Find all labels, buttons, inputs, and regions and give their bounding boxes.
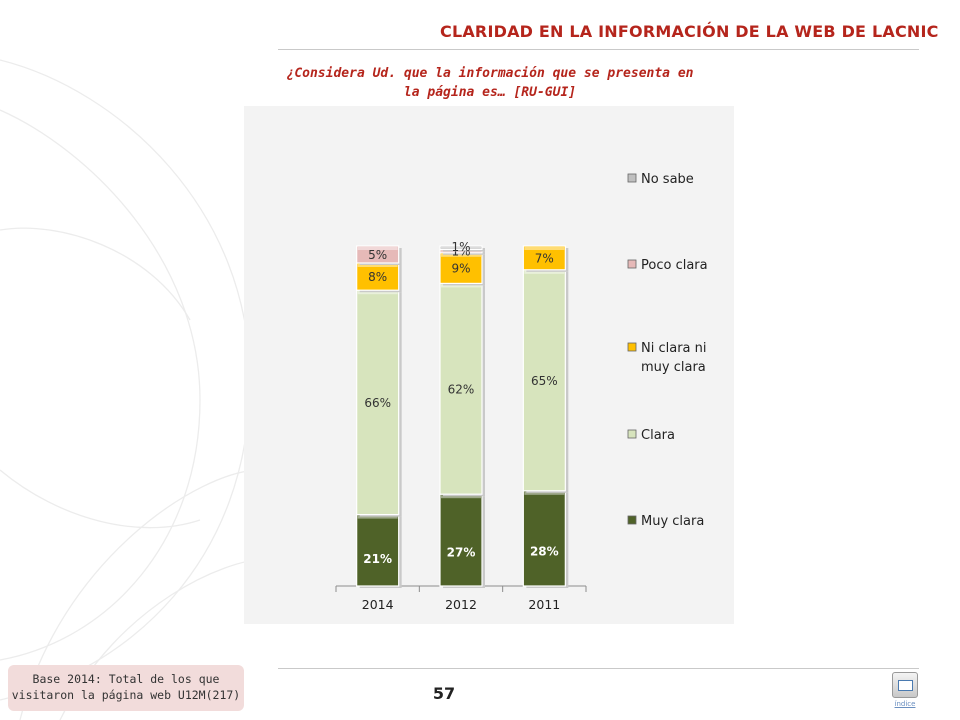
x-tick-label-2011: 2011 [528,597,560,612]
bar-segment-2014-clara [356,289,400,516]
base-note-line-2: visitaron la página web U12M(217) [11,688,241,702]
bar-highlight [524,247,565,250]
index-button[interactable]: índice [890,672,920,712]
page-number: 57 [432,684,456,703]
bar-highlight [441,247,481,249]
chart-area: 2014 21% 66% 8% 5% 2012 27% 62% 9% 1% 1% 2011 28% 65%… [244,106,734,624]
legend-swatch-ni-clara-ni-muy-clara [627,342,637,352]
bar-segment-2011-clara [522,269,566,492]
bar-highlight [441,253,481,257]
base-note: Base 2014: Total de los que visitaron la… [8,665,244,711]
data-label-2014-clara: 66% [364,396,391,410]
bar-segment-2012-no-sabe [439,245,483,250]
data-label-2012-clara: 62% [448,382,475,396]
data-label-2011-ni-clara-ni-muy-clara: 7% [535,251,554,265]
legend-swatch-no-sabe [627,173,637,183]
title-divider [278,49,919,50]
legend-label-poco-clara: Poco clara [641,258,708,273]
legend-label-ni-clara-ni-muy-clara-line-2: muy clara [641,360,706,375]
base-note-line-1: Base 2014: Total de los que [32,672,220,686]
bar-segment-2011-ni-clara-ni-muy-clara [522,245,566,271]
bar-segment-2011-muy-clara [522,490,566,587]
data-label-2012-muy-clara: 27% [447,546,476,560]
bar-segment-2012-ni-clara-ni-muy-clara [439,252,483,285]
legend-swatch-clara [627,429,637,439]
index-label: índice [894,700,916,708]
question-line-1: ¿Considera Ud. que la información que se… [286,66,694,81]
footer-divider [278,668,919,669]
data-label-2011-clara: 65% [531,374,558,388]
data-label-2012-ni-clara-ni-muy-clara: 9% [451,262,470,276]
legend-label-no-sabe: No sabe [641,172,694,187]
slide-title: CLARIDAD EN LA INFORMACIÓN DE LA WEB DE … [440,22,939,41]
data-label-2011-muy-clara: 28% [530,545,559,559]
x-tick-label-2012: 2012 [445,597,477,612]
legend-label-muy-clara: Muy clara [641,514,704,529]
stacked-bar-chart: 201421%66%8%5%201227%62%9%1%1%201128%65%… [335,172,708,612]
legend-swatch-poco-clara [627,259,637,269]
data-label-2014-ni-clara-ni-muy-clara: 8% [368,270,387,284]
bar-highlight [357,264,398,267]
index-icon [892,672,918,698]
data-label-2014-poco-clara: 5% [368,248,387,262]
bar-highlight [441,495,481,499]
legend-label-ni-clara-ni-muy-clara: Ni clara ni [641,341,707,356]
data-label-2012-no-sabe: 1% [451,240,470,254]
data-label-2014-muy-clara: 21% [363,552,392,566]
bar-highlight [357,291,398,295]
bar-highlight [441,284,481,288]
bar-segment-2012-muy-clara [439,493,483,587]
x-tick-label-2014: 2014 [362,597,394,612]
legend-label-clara: Clara [641,428,675,443]
bar-highlight [357,247,398,250]
bar-highlight [524,491,565,495]
bar-highlight [357,515,398,519]
bar-highlight [524,270,565,274]
survey-question: ¿Considera Ud. que la información que se… [270,64,710,102]
bar-segment-2014-muy-clara [356,514,400,587]
legend-swatch-muy-clara [627,515,637,525]
question-line-2: la página es… [RU-GUI] [403,85,577,100]
bar-segment-2014-poco-clara [356,245,400,264]
